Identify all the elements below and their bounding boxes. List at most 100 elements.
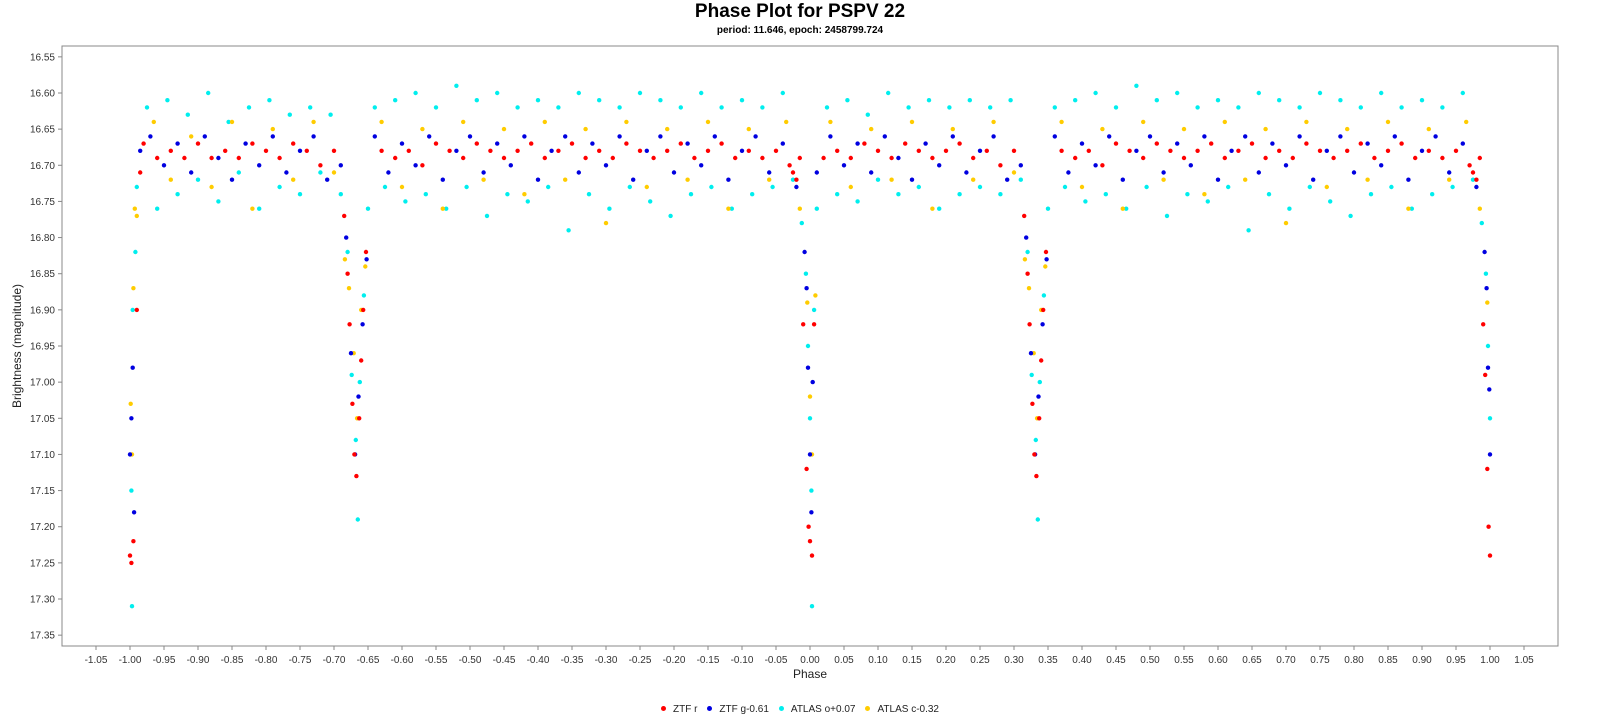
phase-plot: -1.05 -1.00 -0.95 -0.90 -0.85 -0.80 -0.75 -0.70…	[10, 45, 1559, 681]
point-atlas-c-0-32	[563, 177, 568, 182]
x-tick-label: 0.85	[1378, 655, 1398, 666]
point-ztf-r	[804, 466, 809, 472]
point-atlas-o-0-07	[1440, 105, 1445, 110]
point-atlas-o-0-07	[1307, 184, 1313, 190]
point-atlas-o-0-07	[403, 199, 408, 204]
point-ztf-r	[345, 271, 350, 276]
point-atlas-o-0-07	[134, 184, 139, 190]
point-ztf-g-0-61	[175, 141, 180, 146]
point-ztf-g-0-61	[809, 510, 814, 515]
point-ztf-r	[1027, 322, 1032, 327]
point-atlas-c-0-32	[1304, 119, 1309, 125]
point-ztf-g-0-61	[1161, 170, 1166, 175]
y-tick-label: 17.35	[30, 631, 55, 642]
y-axis: 16.55 16.60 16.65 16.70 16.75 16.80 16.85 16.90…	[30, 52, 62, 642]
point-atlas-o-0-07	[535, 98, 541, 103]
point-ztf-r	[733, 155, 738, 161]
x-tick-label: -0.80	[255, 655, 278, 666]
point-atlas-o-0-07	[257, 206, 262, 211]
point-ztf-r	[801, 322, 806, 327]
point-atlas-c-0-32	[1181, 126, 1187, 132]
point-ztf-g-0-61	[243, 141, 248, 146]
point-ztf-g-0-61	[1079, 141, 1085, 146]
point-ztf-r	[1034, 473, 1039, 479]
point-ztf-g-0-61	[1487, 452, 1493, 457]
point-ztf-g-0-61	[325, 177, 330, 182]
point-ztf-g-0-61	[344, 235, 349, 240]
point-ztf-r	[971, 155, 976, 161]
point-ztf-g-0-61	[804, 286, 809, 291]
point-ztf-r	[556, 148, 561, 153]
x-tick-label: 0.15	[902, 655, 922, 666]
point-ztf-r	[790, 170, 796, 175]
point-atlas-c-0-32	[1079, 184, 1085, 190]
point-atlas-o-0-07	[130, 307, 135, 313]
point-atlas-o-0-07	[505, 192, 510, 197]
point-ztf-r	[250, 141, 255, 146]
point-atlas-o-0-07	[246, 105, 252, 110]
x-tick-label: 0.70	[1276, 655, 1296, 666]
point-ztf-g-0-61	[576, 170, 581, 175]
legend-label: ZTF g-0.61	[719, 704, 769, 715]
point-atlas-o-0-07	[865, 112, 870, 117]
point-ztf-r	[1304, 141, 1309, 146]
legend-item: ZTF r	[660, 704, 697, 715]
point-atlas-c-0-32	[209, 184, 214, 190]
point-atlas-c-0-32	[869, 126, 874, 132]
point-atlas-c-0-32	[746, 126, 751, 132]
point-atlas-o-0-07	[896, 192, 901, 197]
point-ztf-g-0-61	[270, 134, 275, 139]
point-atlas-o-0-07	[297, 192, 303, 197]
point-ztf-r	[236, 155, 241, 161]
point-atlas-c-0-32	[291, 177, 296, 182]
point-ztf-r	[797, 155, 802, 161]
point-atlas-o-0-07	[1134, 83, 1139, 89]
point-atlas-o-0-07	[967, 98, 972, 103]
point-ztf-r	[461, 155, 466, 161]
point-atlas-o-0-07	[1470, 177, 1476, 182]
point-atlas-c-0-32	[1243, 177, 1248, 182]
point-ztf-r	[1249, 141, 1255, 146]
point-atlas-o-0-07	[1487, 416, 1493, 421]
point-ztf-g-0-61	[348, 351, 354, 356]
point-ztf-r	[1127, 148, 1132, 153]
point-atlas-o-0-07	[1073, 98, 1078, 103]
point-atlas-o-0-07	[1287, 206, 1292, 211]
y-tick-label: 17.00	[30, 378, 55, 389]
point-ztf-g-0-61	[882, 134, 887, 139]
point-ztf-r	[1236, 148, 1241, 153]
point-atlas-c-0-32	[1161, 177, 1166, 182]
point-atlas-o-0-07	[803, 271, 809, 276]
x-tick-label: 1.05	[1514, 655, 1534, 666]
point-ztf-g-0-61	[1311, 177, 1316, 182]
point-atlas-c-0-32	[889, 177, 894, 182]
point-ztf-r	[1487, 553, 1493, 558]
point-ztf-g-0-61	[685, 141, 690, 146]
point-ztf-g-0-61	[161, 163, 167, 168]
point-ztf-g-0-61	[356, 394, 361, 399]
point-atlas-o-0-07	[1103, 192, 1109, 197]
legend-label: ATLAS o+0.07	[790, 704, 856, 715]
point-atlas-o-0-07	[576, 90, 581, 96]
point-atlas-o-0-07	[1052, 105, 1058, 110]
point-atlas-o-0-07	[1409, 206, 1415, 211]
point-atlas-c-0-32	[1477, 206, 1483, 211]
point-atlas-o-0-07	[277, 184, 282, 190]
y-tick-label: 16.85	[30, 269, 55, 280]
point-atlas-c-0-32	[1283, 220, 1289, 226]
point-atlas-o-0-07	[1348, 213, 1353, 219]
point-atlas-o-0-07	[855, 199, 860, 204]
point-atlas-c-0-32	[1026, 286, 1032, 291]
point-atlas-c-0-32	[134, 213, 139, 219]
x-tick-label: -0.45	[493, 655, 516, 666]
y-tick-label: 16.65	[30, 125, 55, 136]
y-axis-label: Brightness (magnitude)	[10, 284, 24, 408]
point-ztf-g-0-61	[855, 141, 860, 146]
point-atlas-c-0-32	[705, 119, 711, 125]
point-atlas-o-0-07	[709, 184, 714, 190]
point-atlas-o-0-07	[566, 228, 571, 233]
x-tick-label: 0.75	[1310, 655, 1330, 666]
point-ztf-g-0-61	[1482, 249, 1487, 255]
point-atlas-o-0-07	[267, 98, 272, 103]
x-tick-label: 0.30	[1004, 655, 1024, 666]
